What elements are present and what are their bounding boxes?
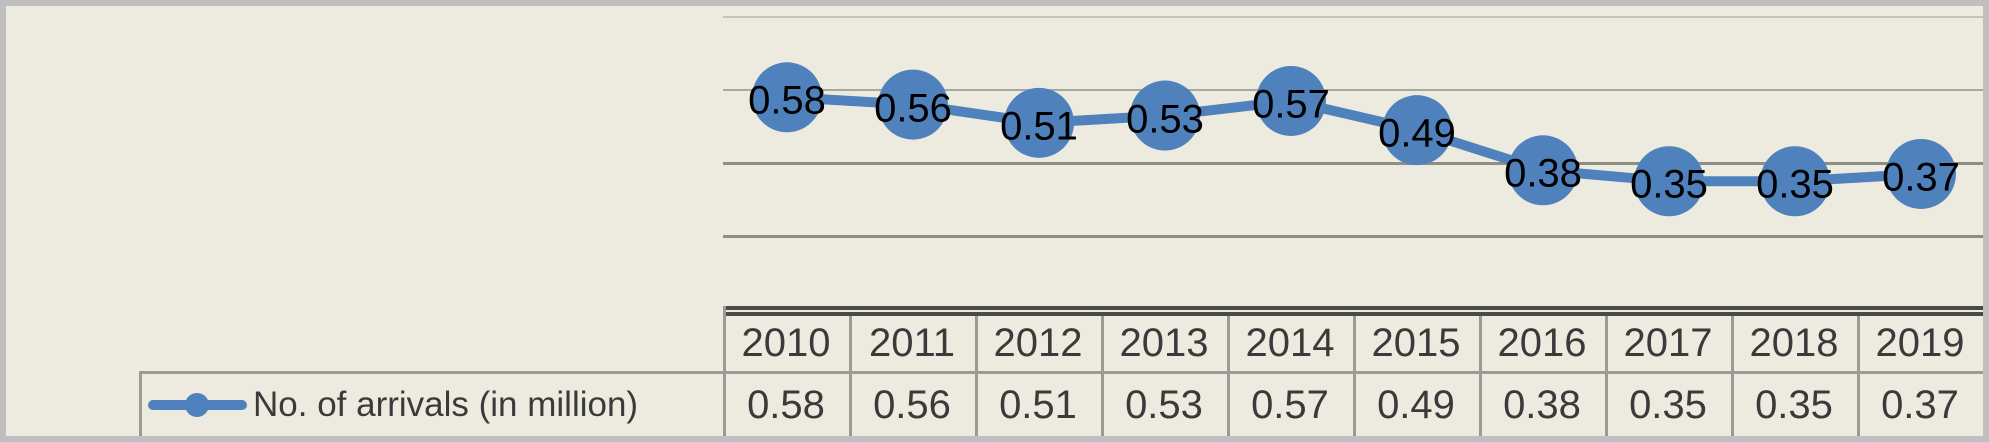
- gridline-0.6: [723, 89, 1983, 91]
- table-value-cell: 0.38: [1503, 382, 1581, 427]
- table-header-cell: 2016: [1497, 321, 1587, 365]
- series-marker: [1886, 138, 1956, 209]
- series-marker: [878, 69, 948, 140]
- legend-line-marker-icon: [148, 393, 247, 417]
- table-column-separator: [975, 316, 978, 436]
- table-header-cell: 2010: [741, 321, 831, 365]
- table-top-border-inner: [723, 312, 1983, 316]
- table-column-separator: [1605, 316, 1608, 436]
- table-value-cell: 0.37: [1881, 382, 1959, 427]
- series-marker: [1760, 146, 1830, 217]
- data-label: 0.57: [1252, 82, 1330, 127]
- series-marker: [1130, 80, 1200, 151]
- gridline-0.2: [723, 235, 1983, 238]
- table-column-separator: [849, 316, 852, 436]
- table-value-cell: 0.35: [1629, 382, 1707, 427]
- table-value-cell: 0.58: [747, 382, 825, 427]
- data-label: 0.58: [748, 78, 826, 123]
- legend-dot-icon: [185, 393, 209, 417]
- table-top-border-outer: [723, 306, 1983, 310]
- table-header-cell: 2014: [1245, 321, 1335, 365]
- table-value-cell: 0.51: [999, 382, 1077, 427]
- table-value-cell: 0.35: [1755, 382, 1833, 427]
- table-header-cell: 2011: [868, 321, 955, 365]
- series-marker: [1508, 135, 1578, 206]
- table-header-cell: 2019: [1875, 321, 1965, 365]
- table-header-cell: 2017: [1623, 321, 1713, 365]
- legend-label: No. of arrivals (in million): [253, 385, 639, 424]
- data-label: 0.35: [1630, 162, 1708, 207]
- table-value-cell: 0.56: [873, 382, 951, 427]
- series-marker: [1634, 146, 1704, 217]
- data-label: 0.53: [1126, 97, 1204, 142]
- series-marker: [752, 62, 822, 133]
- table-value-cell: 0.57: [1251, 382, 1329, 427]
- data-label: 0.56: [874, 86, 952, 131]
- table-column-separator: [1101, 316, 1104, 436]
- data-label: 0.38: [1504, 151, 1582, 196]
- table-column-separator: [1731, 316, 1734, 436]
- table-value-cell: 0.49: [1377, 382, 1455, 427]
- series-marker: [1256, 65, 1326, 136]
- data-label: 0.35: [1756, 162, 1834, 207]
- data-label: 0.51: [1000, 104, 1078, 149]
- table-column-separator: [1857, 316, 1860, 436]
- series-marker: [1382, 95, 1452, 166]
- table-value-cell: 0.53: [1125, 382, 1203, 427]
- table-header-cell: 2015: [1371, 321, 1461, 365]
- series-line: [782, 92, 1926, 187]
- table-header-cell: 2013: [1119, 321, 1209, 365]
- series-marker: [1004, 87, 1074, 158]
- gridline-0.8: [723, 16, 1983, 18]
- data-label: 0.37: [1882, 155, 1960, 200]
- table-header-cell: 2012: [993, 321, 1083, 365]
- table-header-cell: 2018: [1749, 321, 1839, 365]
- legend[interactable]: No. of arrivals (in million): [139, 371, 723, 436]
- data-label: 0.49: [1378, 111, 1456, 156]
- table-left-border: [723, 306, 726, 436]
- table-column-separator: [1353, 316, 1356, 436]
- table-column-separator: [1479, 316, 1482, 436]
- table-column-separator: [1227, 316, 1230, 436]
- gridline-0.4: [723, 162, 1983, 165]
